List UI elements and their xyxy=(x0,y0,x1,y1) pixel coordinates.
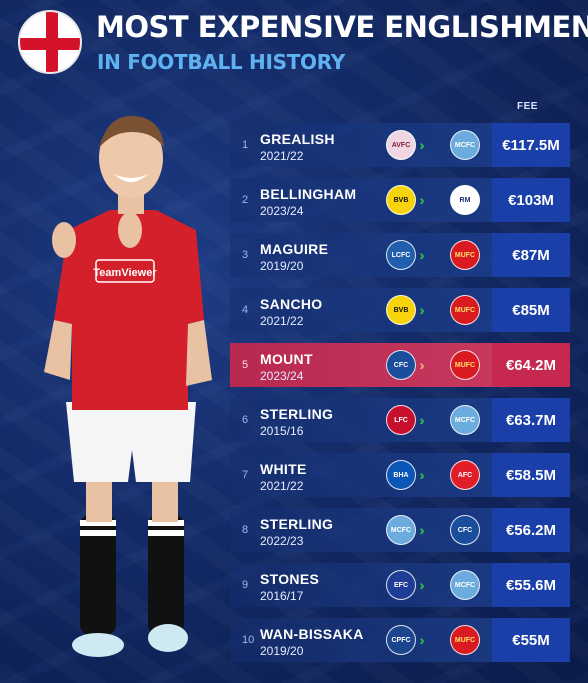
transfer-season: 2019/20 xyxy=(260,644,304,658)
man-united-crest-icon: MUFC xyxy=(450,350,480,380)
dortmund-crest-icon: BVB xyxy=(386,185,416,215)
player-name: WHITE xyxy=(260,461,307,477)
player-name: STONES xyxy=(260,571,320,587)
dortmund-crest-icon: BVB xyxy=(386,295,416,325)
rank-number: 2 xyxy=(242,194,249,206)
brighton-crest-icon: BHA xyxy=(386,460,416,490)
player-name: STERLING xyxy=(260,516,334,532)
rank-number: 8 xyxy=(242,524,249,536)
england-flag-icon xyxy=(18,10,82,74)
row-band xyxy=(230,563,492,607)
row-band xyxy=(230,343,492,387)
row-band xyxy=(230,453,492,497)
transfer-season: 2021/22 xyxy=(260,314,304,328)
fee-value: €85M xyxy=(492,288,570,332)
player-name: GREALISH xyxy=(260,131,335,147)
liverpool-crest-icon: LFC xyxy=(386,405,416,435)
rank-number: 6 xyxy=(242,414,249,426)
man-united-crest-icon: MUFC xyxy=(450,625,480,655)
row-band xyxy=(230,178,492,222)
fee-value: €103M xyxy=(492,178,570,222)
man-united-crest-icon: MUFC xyxy=(450,240,480,270)
header: MOST EXPENSIVE ENGLISHMEN IN FOOTBALL HI… xyxy=(0,0,588,80)
fee-value: €55M xyxy=(492,618,570,662)
rank-number: 5 xyxy=(242,359,249,371)
aston-villa-crest-icon: AVFC xyxy=(386,130,416,160)
row-band xyxy=(230,288,492,332)
row-band xyxy=(230,508,492,552)
footballer-photo: TeamViewer xyxy=(44,115,212,657)
transfer-season: 2021/22 xyxy=(260,149,304,163)
fee-value: €58.5M xyxy=(492,453,570,497)
transfer-table: 1GREALISH2021/22AVFCMCFC›››€117.5M2BELLI… xyxy=(230,123,570,673)
transfer-season: 2019/20 xyxy=(260,259,304,273)
transfer-season: 2023/24 xyxy=(260,204,304,218)
fee-value: €56.2M xyxy=(492,508,570,552)
man-city-crest-icon: MCFC xyxy=(450,405,480,435)
rank-number: 7 xyxy=(242,469,249,481)
shirt-sponsor: TeamViewer xyxy=(93,267,157,279)
row-band xyxy=(230,233,492,277)
fee-value: €63.7M xyxy=(492,398,570,442)
crystal-palace-crest-icon: CPFC xyxy=(386,625,416,655)
row-band xyxy=(230,123,492,167)
transfer-season: 2015/16 xyxy=(260,424,304,438)
player-name: WAN-BISSAKA xyxy=(260,626,364,642)
rank-number: 10 xyxy=(242,634,255,646)
player-name: MOUNT xyxy=(260,351,313,367)
fee-column-header: FEE xyxy=(517,101,538,112)
chelsea-crest-icon: CFC xyxy=(450,515,480,545)
fee-value: €55.6M xyxy=(492,563,570,607)
man-united-crest-icon: MUFC xyxy=(450,295,480,325)
rank-number: 4 xyxy=(242,304,249,316)
rank-number: 1 xyxy=(242,139,249,151)
transfer-season: 2021/22 xyxy=(260,479,304,493)
man-city-crest-icon: MCFC xyxy=(386,515,416,545)
fee-value: €64.2M xyxy=(492,343,570,387)
row-band xyxy=(230,618,492,662)
transfer-season: 2022/23 xyxy=(260,534,304,548)
page-title: MOST EXPENSIVE ENGLISHMEN xyxy=(96,10,588,44)
rank-number: 9 xyxy=(242,579,249,591)
fee-value: €117.5M xyxy=(492,123,570,167)
player-name: BELLINGHAM xyxy=(260,186,357,202)
chelsea-crest-icon: CFC xyxy=(386,350,416,380)
leicester-crest-icon: LCFC xyxy=(386,240,416,270)
arsenal-crest-icon: AFC xyxy=(450,460,480,490)
player-name: MAGUIRE xyxy=(260,241,329,257)
player-name: STERLING xyxy=(260,406,334,422)
everton-crest-icon: EFC xyxy=(386,570,416,600)
fee-value: €87M xyxy=(492,233,570,277)
row-band xyxy=(230,398,492,442)
rank-number: 3 xyxy=(242,249,249,261)
transfer-season: 2016/17 xyxy=(260,589,304,603)
page-subtitle: IN FOOTBALL HISTORY xyxy=(97,50,345,74)
transfer-season: 2023/24 xyxy=(260,369,304,383)
real-madrid-crest-icon: RM xyxy=(450,185,480,215)
player-name: SANCHO xyxy=(260,296,323,312)
man-city-crest-icon: MCFC xyxy=(450,570,480,600)
man-city-crest-icon: MCFC xyxy=(450,130,480,160)
